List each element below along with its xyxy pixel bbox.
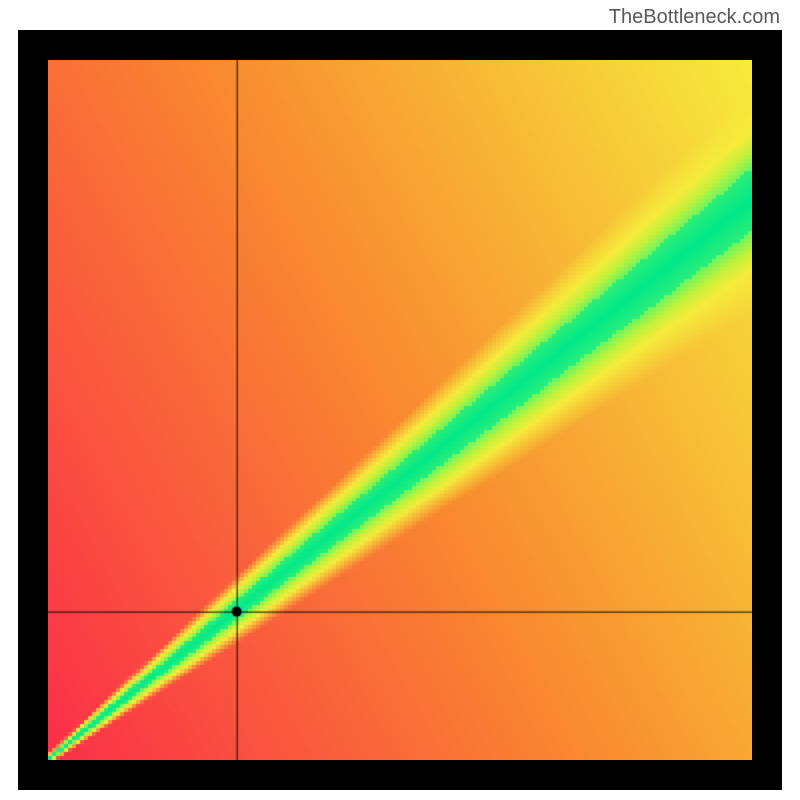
chart-frame: [18, 30, 782, 790]
watermark-text: TheBottleneck.com: [609, 6, 780, 29]
crosshair-overlay: [48, 60, 752, 760]
